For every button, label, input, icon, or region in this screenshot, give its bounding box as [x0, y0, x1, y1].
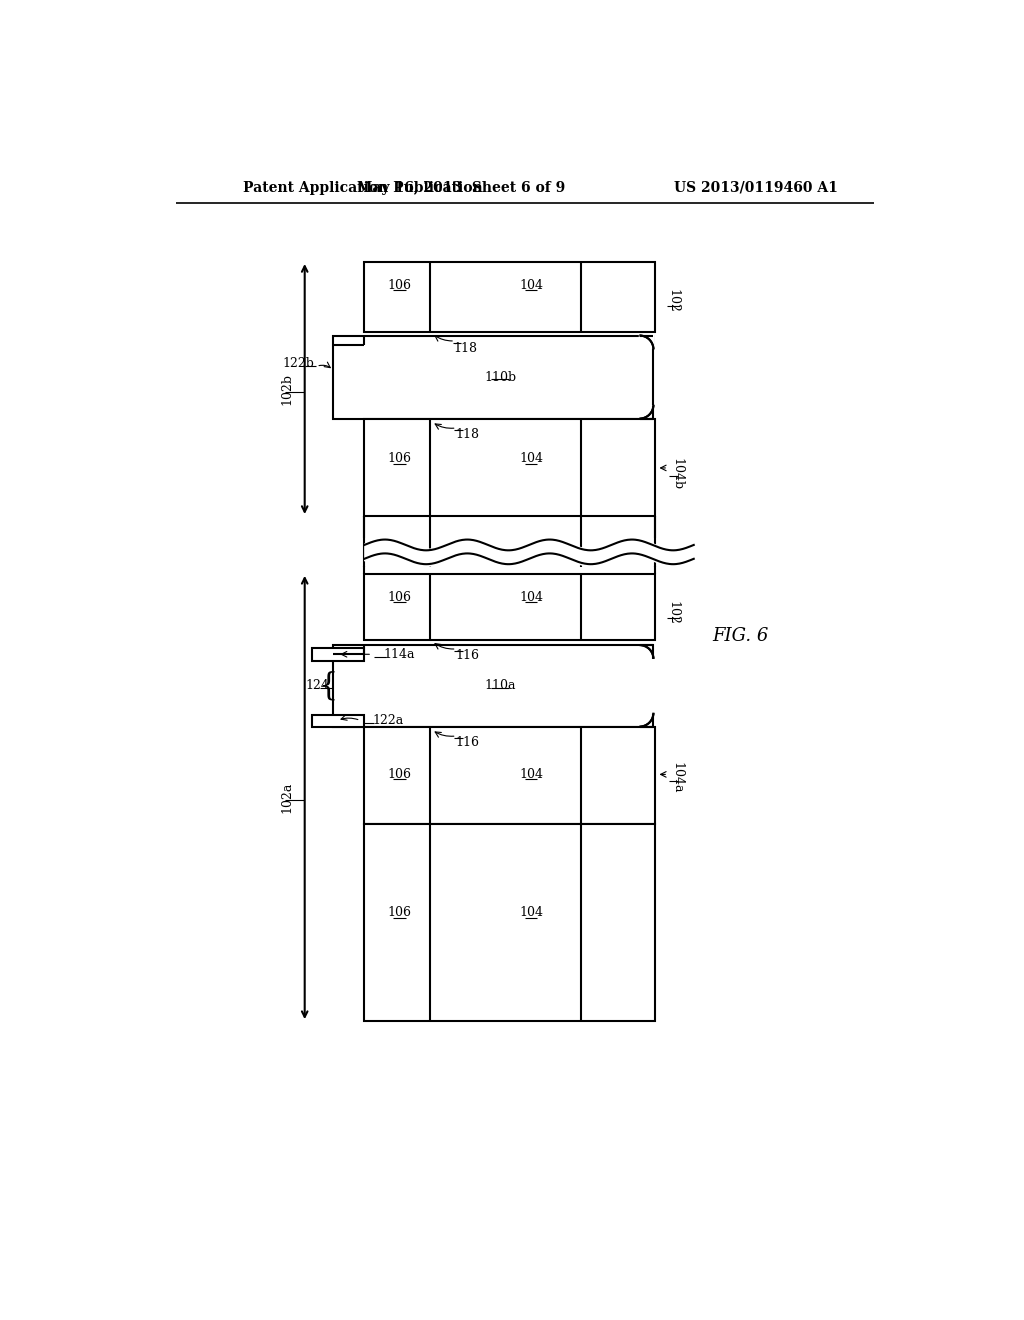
Text: 114a: 114a: [384, 648, 416, 661]
Polygon shape: [640, 659, 655, 713]
Text: 104b: 104b: [671, 458, 683, 490]
Text: 102a: 102a: [281, 781, 294, 813]
Text: 104: 104: [519, 591, 543, 603]
Bar: [334, 645, 653, 726]
Text: 104a: 104a: [671, 763, 683, 795]
Text: 106: 106: [387, 591, 412, 603]
Text: May 16, 2013  Sheet 6 of 9: May 16, 2013 Sheet 6 of 9: [357, 181, 565, 194]
Bar: [365, 574, 655, 640]
Text: 106: 106: [387, 768, 412, 781]
Text: 106: 106: [387, 453, 412, 465]
Text: 102b: 102b: [281, 374, 294, 405]
Text: 122b: 122b: [283, 358, 314, 371]
Text: 124: 124: [305, 680, 330, 693]
Bar: [311, 715, 365, 726]
Text: 102: 102: [667, 601, 680, 624]
Text: Patent Application Publication: Patent Application Publication: [243, 181, 482, 194]
Text: 104: 104: [519, 453, 543, 465]
Text: 122a: 122a: [372, 714, 403, 727]
Bar: [334, 335, 653, 418]
Bar: [365, 263, 655, 331]
Text: FIG. 6: FIG. 6: [712, 627, 768, 644]
Bar: [365, 825, 655, 1020]
Text: 110b: 110b: [484, 371, 516, 384]
Polygon shape: [640, 350, 655, 405]
Text: 116: 116: [455, 737, 479, 748]
Bar: [365, 726, 655, 825]
Text: 104: 104: [519, 768, 543, 781]
Text: 102: 102: [667, 289, 680, 313]
Text: {: {: [317, 671, 337, 701]
Text: 118: 118: [455, 428, 479, 441]
Bar: [365, 418, 655, 516]
Text: 106: 106: [387, 907, 412, 920]
Text: 110a: 110a: [484, 680, 516, 693]
Text: 104: 104: [519, 279, 543, 292]
Text: 106: 106: [387, 279, 412, 292]
Bar: [311, 648, 365, 661]
Polygon shape: [640, 334, 653, 350]
Text: 104: 104: [519, 907, 543, 920]
Text: 118: 118: [454, 342, 477, 355]
Text: US 2013/0119460 A1: US 2013/0119460 A1: [674, 181, 838, 194]
Text: 116: 116: [455, 649, 479, 661]
